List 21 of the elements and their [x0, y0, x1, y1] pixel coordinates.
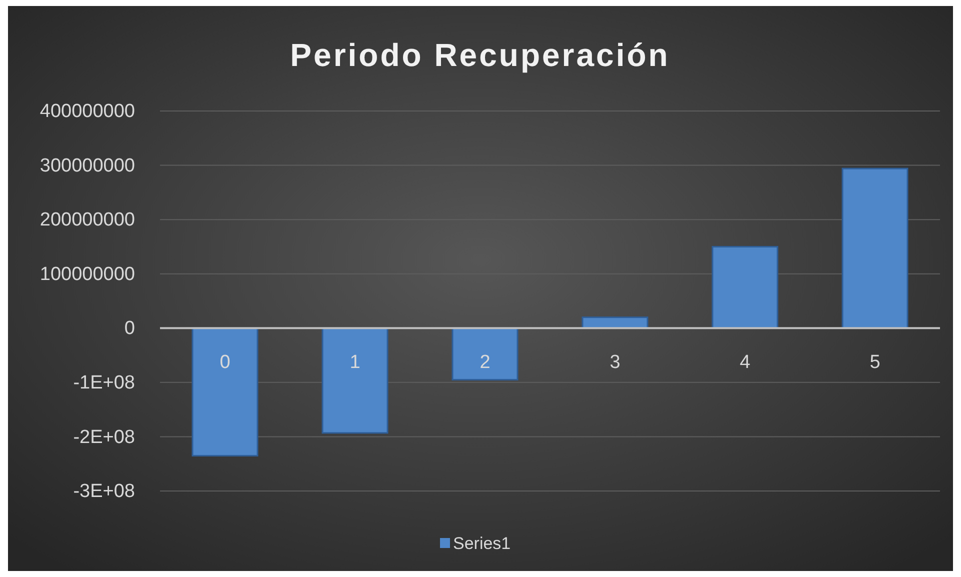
chart-title: Periodo Recuperación [290, 37, 670, 73]
bar [452, 327, 518, 380]
y-tick-label: 0 [124, 318, 135, 340]
y-tick-label: -1E+08 [73, 372, 135, 394]
y-tick-label: -3E+08 [73, 481, 135, 502]
text: Series1 [453, 534, 511, 553]
x-tick-label: 5 [870, 352, 880, 374]
bar [192, 327, 258, 456]
bar [322, 327, 388, 434]
x-tick-label: 1 [350, 352, 360, 374]
bar [712, 246, 778, 329]
x-tick-label: 4 [740, 352, 751, 374]
x-tick-label: 0 [220, 352, 230, 374]
y-tick-label: 300000000 [40, 155, 135, 176]
x-tick-label: 3 [610, 352, 620, 374]
y-tick-label: 400000000 [40, 101, 135, 122]
y-tick-label: 200000000 [40, 210, 135, 231]
y-tick-label: -2E+08 [73, 426, 135, 448]
x-tick-label: 2 [480, 352, 490, 374]
bar [842, 168, 908, 329]
y-tick-label: 100000000 [40, 264, 135, 285]
